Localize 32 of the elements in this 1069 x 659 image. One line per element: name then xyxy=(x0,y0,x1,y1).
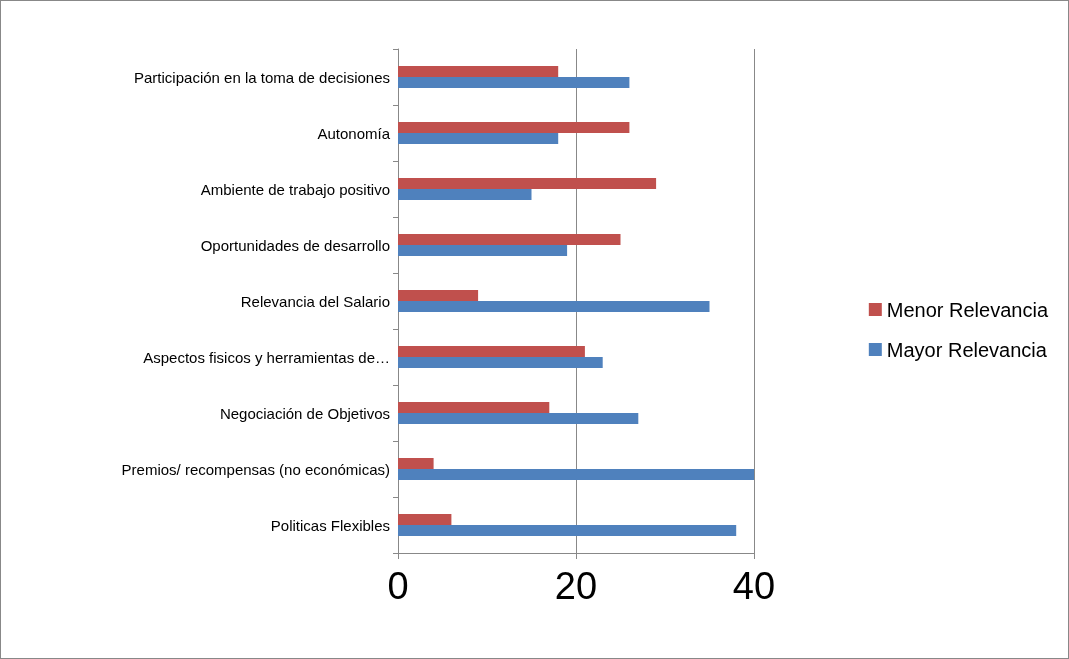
bar xyxy=(398,234,621,245)
y-tick-label: Aspectos fisicos y herramientas de… xyxy=(143,348,390,366)
y-tick-label: Participación en la toma de decisiones xyxy=(134,68,390,86)
y-tick-label: Negociación de Objetivos xyxy=(219,404,390,422)
bar xyxy=(398,346,585,357)
bar xyxy=(398,189,532,200)
bar xyxy=(398,469,754,480)
y-tick-label: Oportunidades de desarrollo xyxy=(200,236,390,254)
legend-label: Mayor Relevancia xyxy=(886,338,1048,361)
bar xyxy=(398,458,434,469)
bar xyxy=(398,77,630,88)
bar xyxy=(398,514,452,525)
bar xyxy=(398,301,710,312)
bar xyxy=(398,178,657,189)
bar xyxy=(398,402,550,413)
x-tick-label: 20 xyxy=(554,565,598,607)
bar xyxy=(398,413,639,424)
x-tick-label: 40 xyxy=(732,565,776,607)
x-tick-label: 0 xyxy=(387,565,409,607)
legend-label: Menor Relevancia xyxy=(886,298,1049,321)
bar xyxy=(398,245,568,256)
bar xyxy=(398,133,559,144)
bar xyxy=(398,66,559,77)
y-tick-label: Autonomía xyxy=(317,124,391,142)
bar xyxy=(398,290,479,301)
y-tick-label: Ambiente de trabajo positivo xyxy=(200,180,390,198)
bar xyxy=(398,525,737,536)
bar xyxy=(398,122,630,133)
y-tick-label: Politicas Flexibles xyxy=(270,516,390,534)
y-tick-label: Relevancia del Salario xyxy=(240,292,390,310)
bar xyxy=(398,357,603,368)
y-tick-label: Premios/ recompensas (no económicas) xyxy=(121,460,390,478)
